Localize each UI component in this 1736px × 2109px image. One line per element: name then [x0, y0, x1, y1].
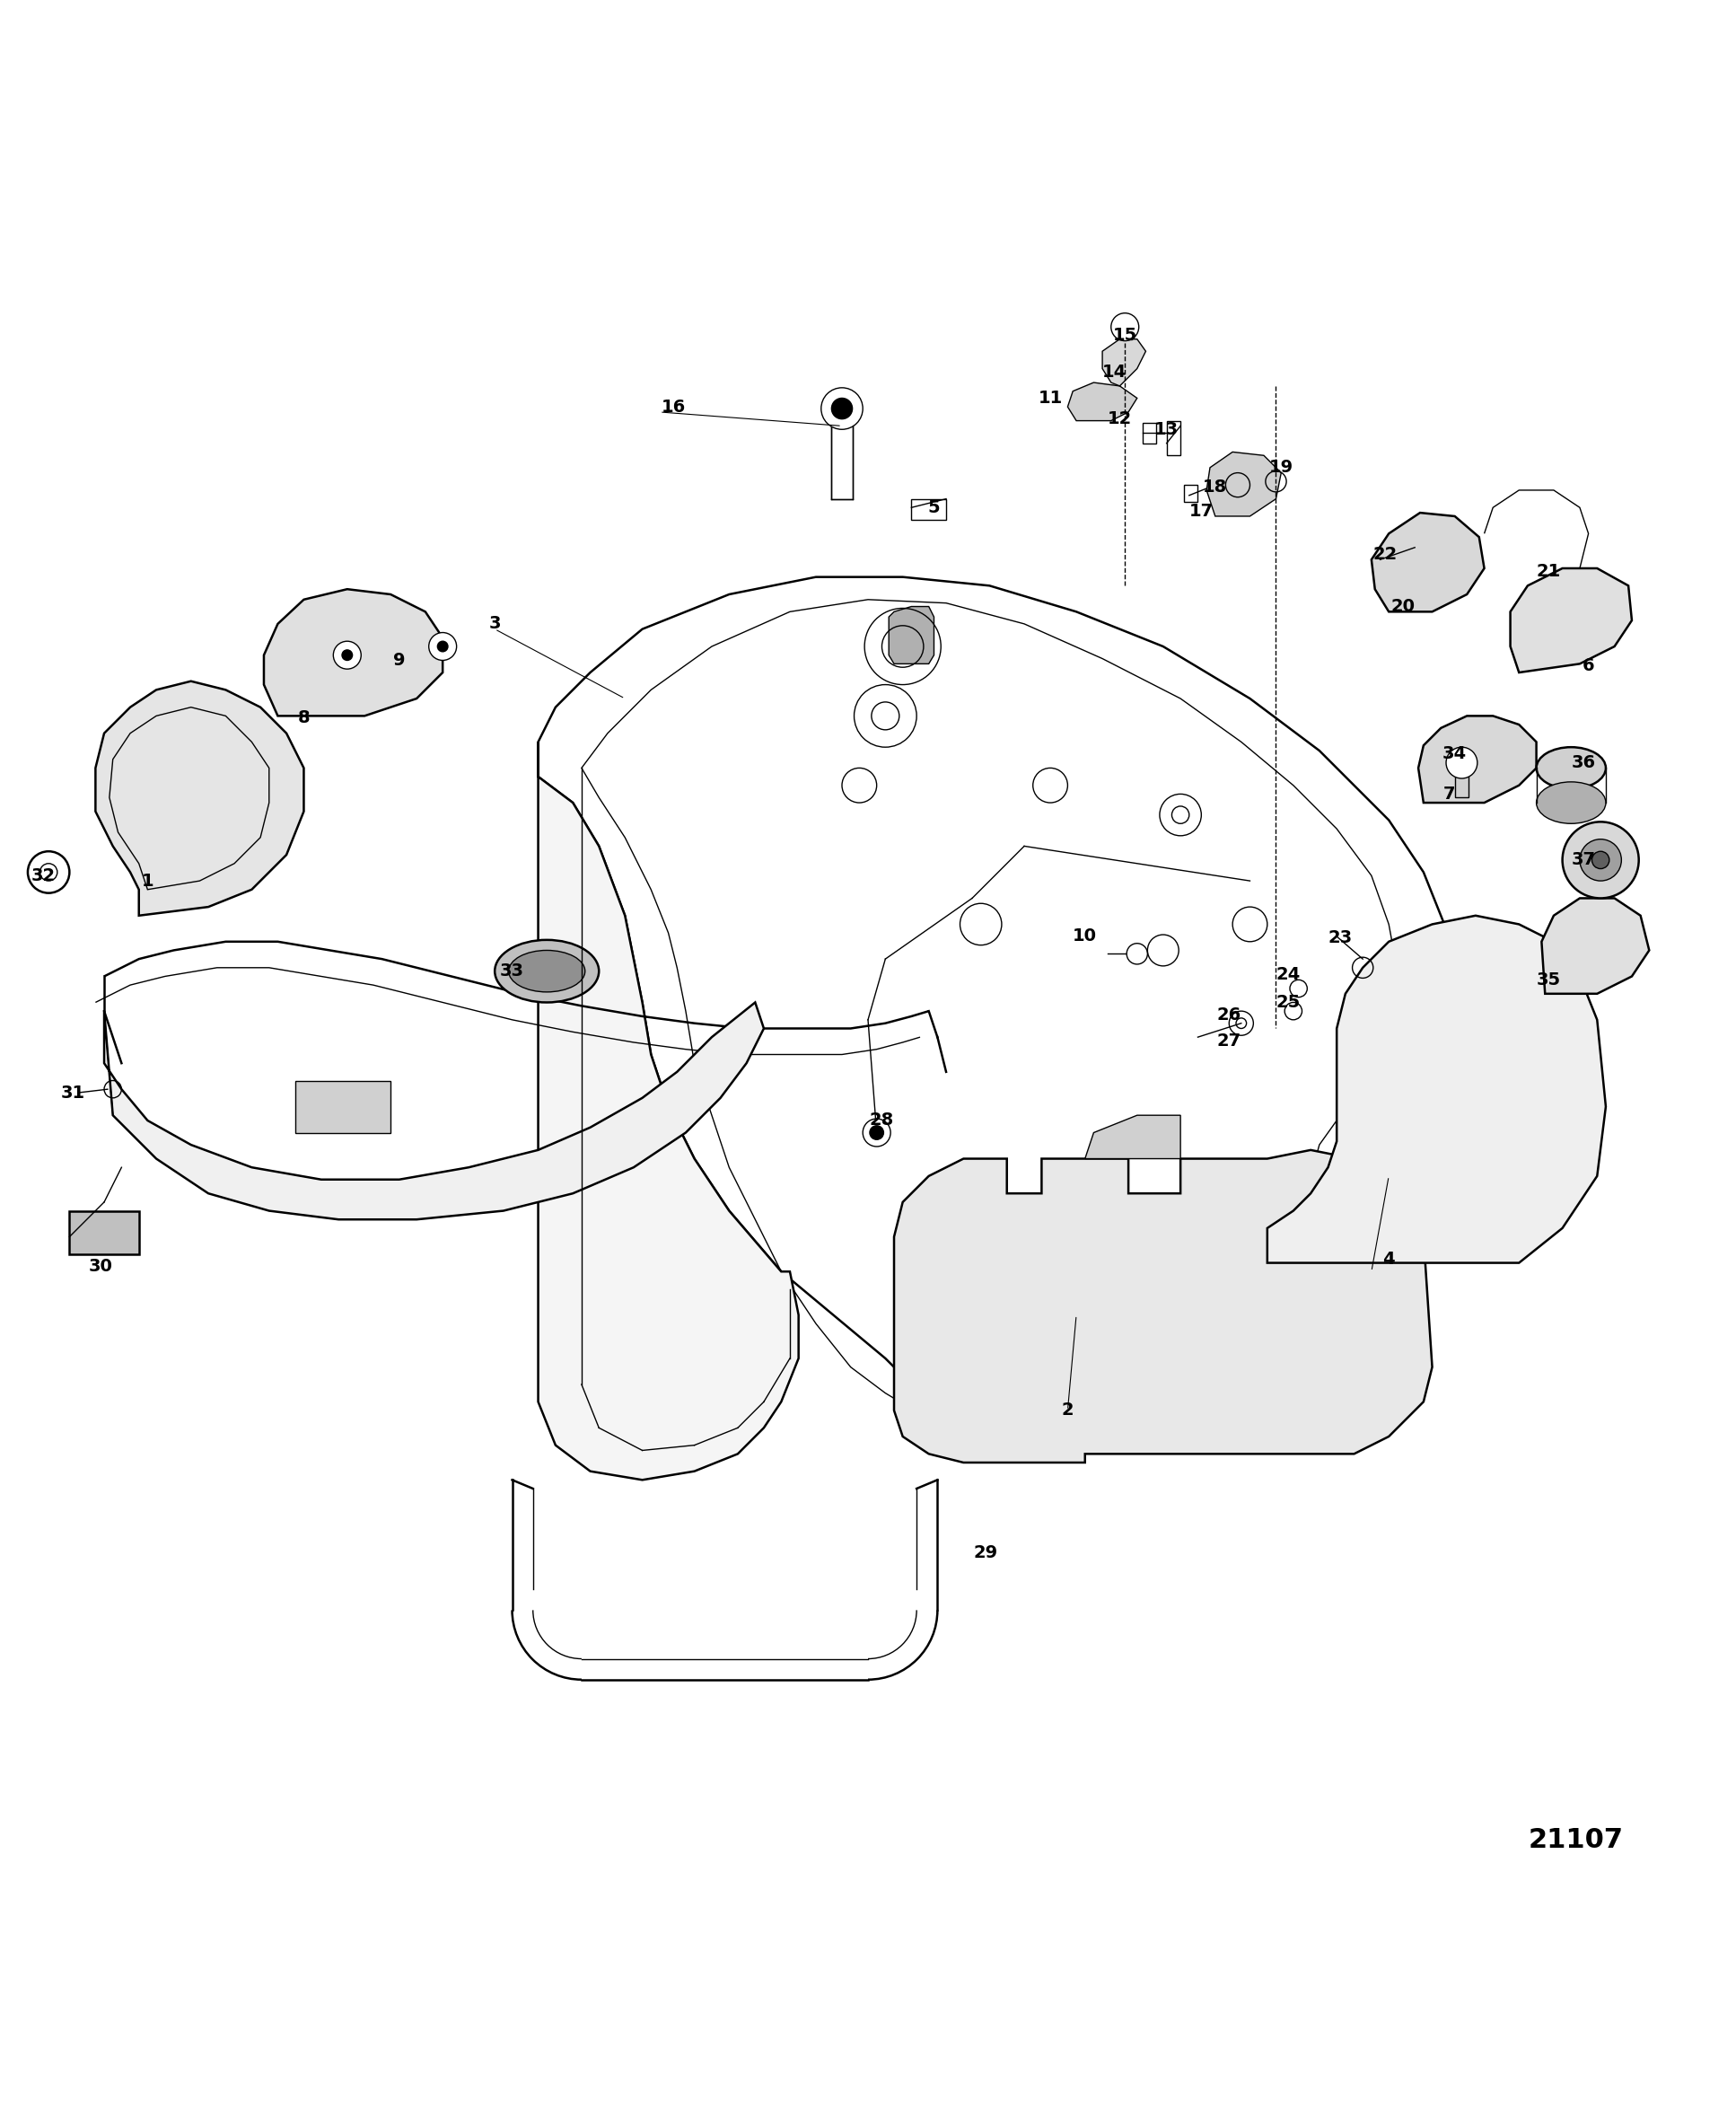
Text: 2: 2: [1061, 1402, 1075, 1419]
Ellipse shape: [1536, 747, 1606, 789]
Text: 34: 34: [1443, 747, 1467, 763]
Bar: [69, 1211, 139, 1255]
Text: 3: 3: [490, 616, 500, 633]
Polygon shape: [1267, 915, 1606, 1263]
Text: 15: 15: [1113, 327, 1137, 344]
Circle shape: [342, 650, 352, 660]
Text: 13: 13: [1154, 422, 1179, 439]
Circle shape: [1446, 747, 1477, 778]
Circle shape: [333, 641, 361, 669]
Text: 25: 25: [1276, 993, 1300, 1010]
Bar: [1142, 422, 1156, 443]
Text: 20: 20: [1391, 599, 1415, 616]
Bar: [295, 1080, 391, 1133]
Circle shape: [1592, 852, 1609, 869]
Text: 18: 18: [1203, 479, 1227, 496]
Polygon shape: [1371, 512, 1484, 612]
Text: 29: 29: [974, 1544, 998, 1561]
Circle shape: [870, 1126, 884, 1139]
Circle shape: [1111, 312, 1139, 342]
Text: 32: 32: [31, 867, 56, 884]
Text: 37: 37: [1571, 852, 1595, 869]
Text: 35: 35: [1536, 972, 1561, 989]
Bar: [1118, 325, 1132, 340]
Bar: [911, 500, 946, 519]
Circle shape: [1127, 943, 1147, 964]
Ellipse shape: [1536, 782, 1606, 823]
Text: 21107: 21107: [1528, 1826, 1623, 1854]
Circle shape: [821, 388, 863, 430]
Text: 14: 14: [1102, 363, 1127, 380]
Text: 26: 26: [1217, 1006, 1241, 1023]
Text: 30: 30: [89, 1257, 113, 1274]
Text: 21: 21: [1536, 563, 1561, 580]
Ellipse shape: [509, 951, 585, 991]
Text: 7: 7: [1444, 785, 1455, 804]
Text: 16: 16: [661, 399, 686, 415]
Text: 1: 1: [141, 873, 155, 890]
Polygon shape: [1510, 567, 1632, 673]
Polygon shape: [264, 588, 443, 715]
Text: 6: 6: [1581, 658, 1595, 675]
Circle shape: [863, 1118, 891, 1147]
Text: 28: 28: [870, 1111, 894, 1128]
Text: 10: 10: [1073, 928, 1097, 945]
Bar: [1167, 420, 1180, 456]
Text: 5: 5: [927, 500, 941, 517]
Polygon shape: [1542, 898, 1649, 993]
Polygon shape: [889, 607, 934, 664]
Text: 12: 12: [1108, 411, 1132, 428]
Polygon shape: [1068, 382, 1137, 420]
Polygon shape: [538, 742, 799, 1481]
Text: 31: 31: [61, 1084, 85, 1101]
Polygon shape: [104, 1002, 764, 1219]
Bar: [1455, 763, 1469, 797]
Circle shape: [832, 399, 852, 420]
Polygon shape: [1418, 715, 1536, 804]
Bar: [832, 409, 852, 500]
Text: 24: 24: [1276, 966, 1300, 983]
Circle shape: [1580, 839, 1621, 882]
Text: 9: 9: [394, 652, 404, 669]
Polygon shape: [1102, 340, 1146, 386]
Text: 23: 23: [1328, 930, 1352, 947]
Text: 8: 8: [297, 709, 311, 725]
Text: 17: 17: [1189, 502, 1213, 519]
Polygon shape: [1085, 1116, 1180, 1158]
Text: 33: 33: [500, 962, 524, 981]
Text: 27: 27: [1217, 1031, 1241, 1048]
Bar: [1184, 485, 1198, 502]
Polygon shape: [1207, 451, 1281, 517]
Polygon shape: [95, 681, 304, 915]
Circle shape: [1562, 823, 1639, 898]
Text: 11: 11: [1038, 390, 1062, 407]
Circle shape: [429, 633, 457, 660]
Circle shape: [437, 641, 448, 652]
Text: 36: 36: [1571, 755, 1595, 772]
Text: 19: 19: [1269, 460, 1293, 477]
Ellipse shape: [495, 941, 599, 1002]
Text: 4: 4: [1382, 1251, 1396, 1268]
Polygon shape: [894, 1149, 1432, 1462]
Text: 22: 22: [1373, 546, 1397, 563]
